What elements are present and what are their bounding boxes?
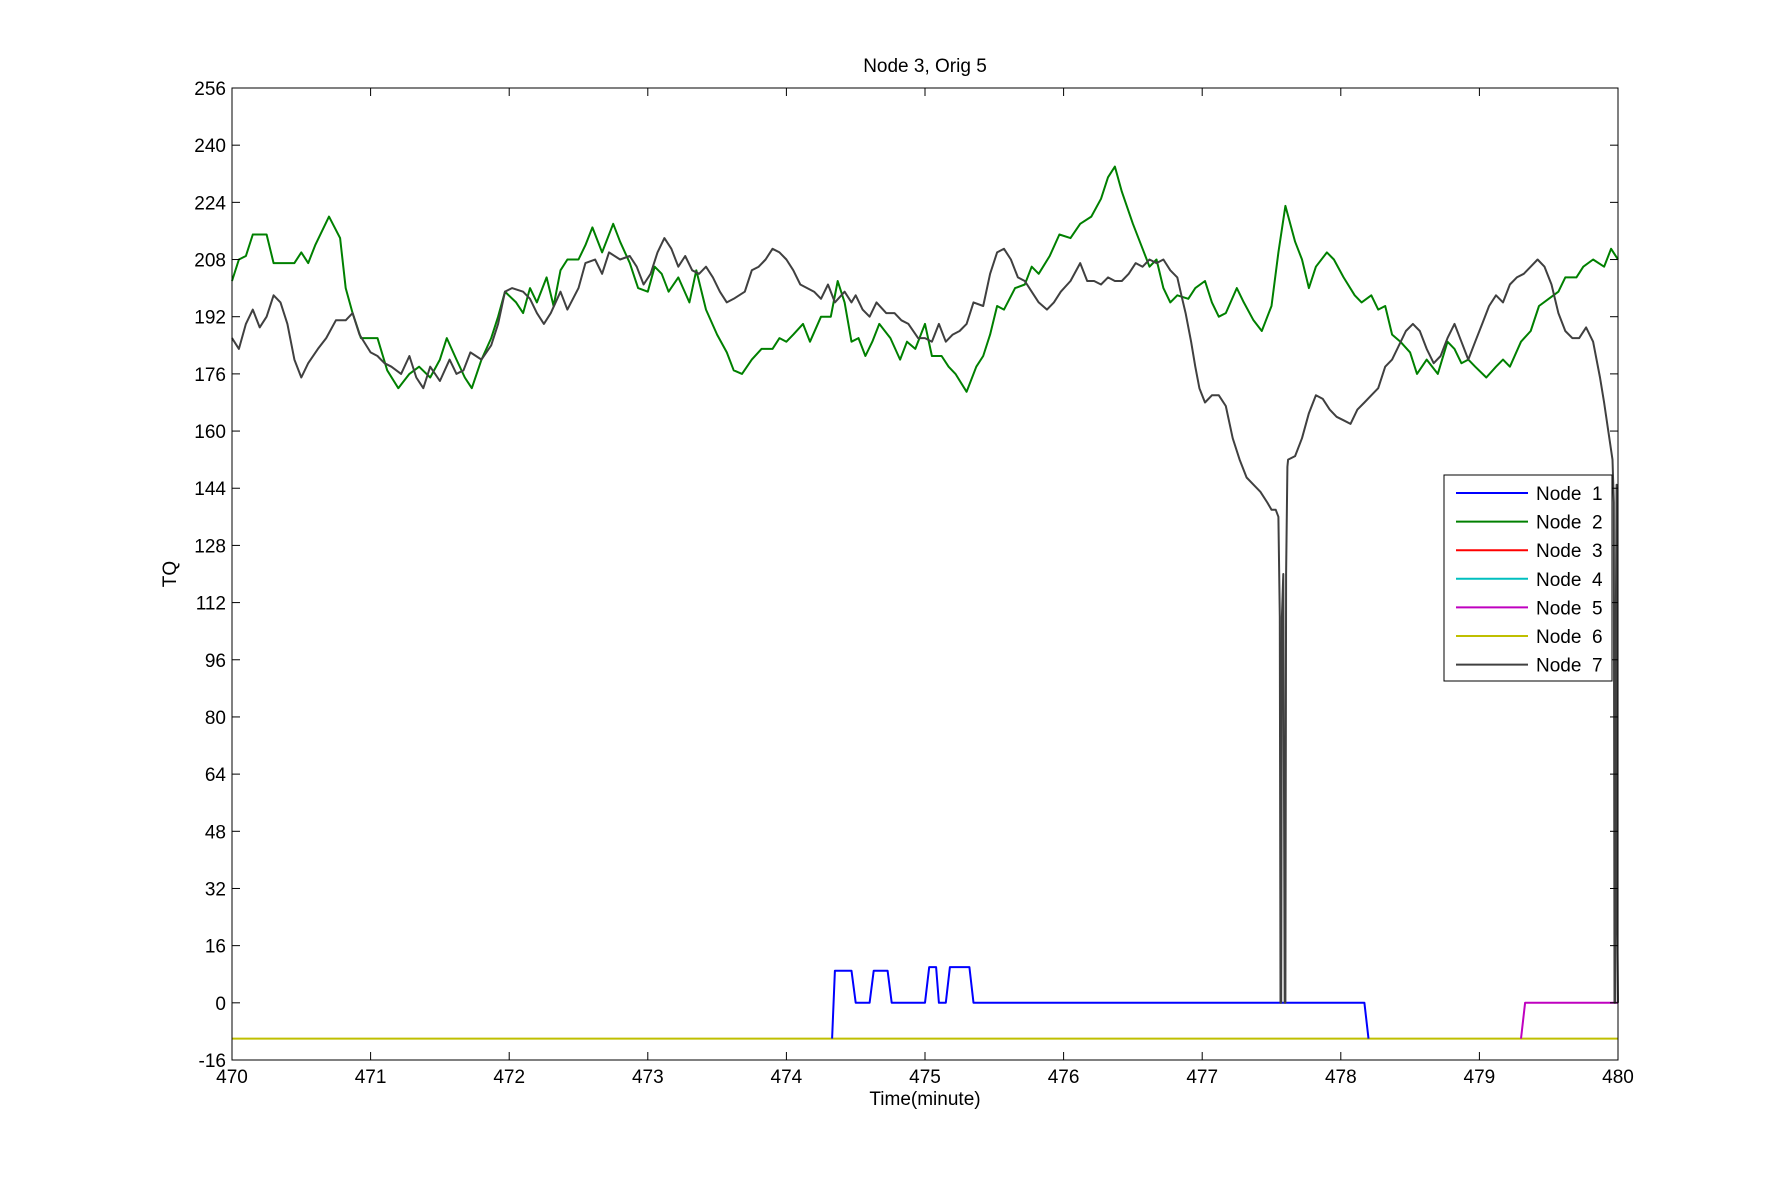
y-tick-label: 144: [194, 479, 226, 500]
legend-label: Node 1: [1536, 484, 1603, 505]
x-tick-label: 475: [909, 1067, 941, 1088]
legend-label: Node 5: [1536, 598, 1603, 619]
y-tick-label: 256: [194, 79, 226, 100]
x-tick-label: 477: [1186, 1067, 1218, 1088]
x-axis-label: Time(minute): [869, 1089, 980, 1110]
legend-label: Node 2: [1536, 513, 1603, 534]
x-tick-label: 472: [493, 1067, 525, 1088]
legend-label: Node 7: [1536, 656, 1603, 677]
y-tick-label: 16: [205, 937, 226, 958]
legend-label: Node 3: [1536, 541, 1603, 562]
y-tick-label: 160: [194, 422, 226, 443]
y-tick-label: 224: [194, 193, 226, 214]
series-line-node-2: [231, 165, 1619, 393]
x-tick-label: 473: [632, 1067, 664, 1088]
y-tick-label: 176: [194, 365, 226, 386]
y-tick-label: 48: [205, 822, 226, 843]
x-tick-label: 476: [1048, 1067, 1080, 1088]
legend-label: Node 6: [1536, 627, 1603, 648]
plot-lines: [231, 165, 1619, 1040]
series-line-node-7: [231, 237, 1619, 1004]
x-tick-label: 474: [771, 1067, 803, 1088]
x-tick-label: 478: [1325, 1067, 1357, 1088]
y-tick-label: 112: [196, 594, 226, 615]
y-tick-label: 240: [194, 136, 226, 157]
x-tick-label: 470: [216, 1067, 248, 1088]
y-tick-label: 80: [205, 708, 226, 729]
chart-title: Node 3, Orig 5: [863, 56, 987, 77]
y-tick-label: 64: [205, 765, 227, 786]
y-tick-label: 208: [194, 251, 226, 272]
y-tick-label: 128: [194, 536, 226, 557]
x-tick-label: 479: [1464, 1067, 1496, 1088]
y-tick-label: 96: [205, 651, 226, 672]
legend-label: Node 4: [1536, 570, 1603, 591]
y-axis: -16 0 16 32 48 64 80 96 112 128 144 160 176 192 208 224…: [194, 79, 1618, 1072]
x-tick-label: 471: [355, 1067, 387, 1088]
y-tick-label: 32: [205, 879, 226, 900]
y-axis-label: TQ: [160, 561, 181, 587]
y-tick-label: 192: [194, 308, 226, 329]
plot-frame: [231, 87, 1619, 1061]
series-line-node-1: [831, 966, 1370, 1039]
x-axis: 470 471 472 473 474 475 476 477 478 479 480: [216, 88, 1634, 1088]
y-tick-label: -16: [199, 1051, 226, 1072]
series-line-node-5: [1520, 1001, 1618, 1039]
legend: Node 1 Node 2 Node 3 Node 4 Node 5 Node 6 Node…: [1443, 474, 1613, 682]
y-tick-label: 0: [215, 994, 226, 1015]
x-tick-label: 480: [1602, 1067, 1634, 1088]
